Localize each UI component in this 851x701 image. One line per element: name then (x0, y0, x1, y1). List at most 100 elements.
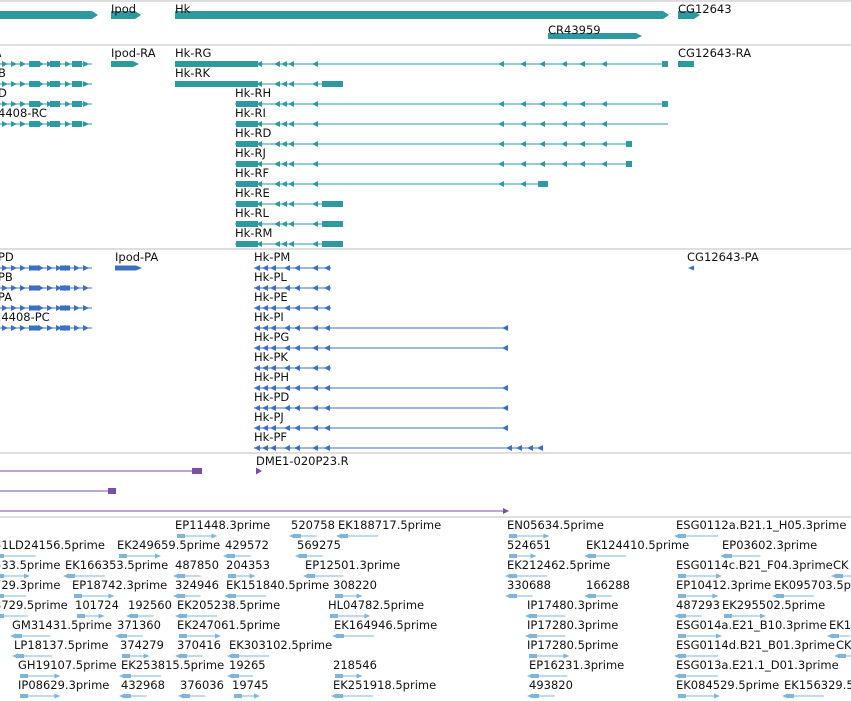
coding-exon[interactable] (60, 325, 70, 331)
est-feature[interactable] (228, 594, 236, 598)
est-feature[interactable] (678, 674, 686, 678)
gene-label[interactable]: CG12643 (678, 2, 732, 16)
exon[interactable] (72, 101, 82, 107)
est-label[interactable]: IP17480.3prime (527, 598, 618, 612)
exon[interactable] (175, 81, 258, 87)
protein-label[interactable]: Hk-PI (254, 310, 284, 324)
exon[interactable] (322, 221, 343, 227)
est-label[interactable]: EK095703.5prime (774, 578, 851, 592)
exon[interactable] (678, 61, 694, 67)
exon[interactable] (236, 161, 258, 167)
exon[interactable] (30, 121, 40, 127)
exon[interactable] (322, 201, 343, 207)
est-feature[interactable] (177, 594, 185, 598)
est-label[interactable]: EK205238.5prime (177, 598, 280, 612)
est-feature[interactable] (678, 634, 686, 638)
est-feature[interactable] (122, 654, 130, 658)
est-label[interactable]: 569275 (297, 538, 341, 552)
exon[interactable] (626, 141, 632, 147)
est-label[interactable]: EP18742.3prime (72, 578, 167, 592)
est-label[interactable]: EK166353.5prime (65, 558, 168, 572)
est-label[interactable]: 101724 (75, 598, 119, 612)
est-feature[interactable] (678, 574, 686, 578)
est-feature[interactable] (228, 574, 236, 578)
est-label[interactable]: 19265 (229, 658, 266, 672)
est-feature[interactable] (67, 574, 75, 578)
est-feature[interactable] (130, 614, 138, 618)
est-label[interactable]: HL04782.5prime (328, 598, 424, 612)
est-label[interactable]: EP12501.3prime (305, 558, 400, 572)
est-label[interactable]: ESG013a.E21.1_D01.3prime (676, 658, 839, 672)
est-feature[interactable] (0, 554, 4, 558)
coding-exon[interactable] (60, 265, 70, 271)
est-feature[interactable] (123, 674, 131, 678)
est-label[interactable]: EK295502.5prime (722, 598, 825, 612)
exon[interactable] (236, 221, 258, 227)
est-label[interactable]: EK084529.5prime (676, 678, 779, 692)
transcript-label[interactable]: CG12643-RA (678, 46, 751, 60)
est-label[interactable]: EK164946.5prime (334, 618, 437, 632)
est-label[interactable]: EP03602.3prime (722, 538, 817, 552)
exon[interactable] (236, 121, 258, 127)
est-label[interactable]: CK (833, 558, 849, 572)
est-label[interactable]: 19745 (232, 678, 269, 692)
exon[interactable] (662, 101, 668, 107)
exon[interactable] (626, 161, 632, 167)
est-label[interactable]: 729.3prime (0, 578, 60, 592)
est-feature[interactable] (293, 534, 301, 538)
est-feature[interactable] (678, 694, 686, 698)
protein-label[interactable]: Hk-PD (254, 390, 289, 404)
protein-label[interactable]: PD (0, 250, 14, 264)
est-feature[interactable] (336, 634, 344, 638)
est-label[interactable]: EK249659.5prime (117, 538, 220, 552)
est-feature[interactable] (340, 534, 348, 538)
est-label[interactable]: CK (836, 638, 851, 652)
coding-exon[interactable] (30, 285, 40, 291)
transcript-label[interactable]: 4408-RC (0, 106, 47, 120)
est-label[interactable]: EK212462.5prime (507, 558, 610, 572)
transcript-label[interactable]: Hk-RF (235, 166, 269, 180)
exon[interactable] (236, 141, 258, 147)
est-feature[interactable] (14, 634, 22, 638)
transcript-label[interactable]: Hk-RI (235, 106, 266, 120)
clone-end[interactable] (108, 488, 116, 494)
est-label[interactable]: ESG0114c.B21_F04.3prime (676, 558, 833, 572)
gene-label[interactable]: Hk (175, 2, 191, 16)
est-feature[interactable] (786, 694, 794, 698)
est-feature[interactable] (509, 534, 517, 538)
est-feature[interactable] (227, 554, 235, 558)
est-label[interactable]: 324946 (175, 578, 219, 592)
est-feature[interactable] (234, 694, 242, 698)
est-label[interactable]: ESG0114d.B21_B01.3prime (676, 638, 835, 652)
transcript-label[interactable]: Hk-RK (175, 66, 210, 80)
coding-exon[interactable] (30, 265, 40, 271)
est-label[interactable]: EK1 (829, 618, 851, 632)
est-feature[interactable] (509, 594, 517, 598)
est-label[interactable]: EP10412.3prime (676, 578, 771, 592)
est-label[interactable]: EN05634.5prime (507, 518, 604, 532)
protein-label[interactable]: CG12643-PA (687, 250, 759, 264)
est-feature[interactable] (74, 594, 82, 598)
exon[interactable] (72, 61, 82, 67)
est-feature[interactable] (20, 674, 28, 678)
est-label[interactable]: 218546 (333, 658, 377, 672)
protein-label[interactable]: Hk-PK (254, 350, 288, 364)
est-label[interactable]: 192560 (128, 598, 172, 612)
exon[interactable] (236, 241, 258, 247)
est-feature[interactable] (678, 614, 686, 618)
clone-end[interactable] (192, 468, 202, 474)
est-feature[interactable] (307, 574, 315, 578)
est-label[interactable]: 370416 (177, 638, 221, 652)
est-feature[interactable] (529, 654, 537, 658)
est-feature[interactable] (678, 534, 686, 538)
est-label[interactable]: 374279 (120, 638, 164, 652)
protein-label[interactable]: Hk-PM (254, 250, 290, 264)
est-feature[interactable] (20, 694, 28, 698)
transcript-label[interactable]: Hk-RD (235, 126, 271, 140)
est-feature[interactable] (123, 694, 131, 698)
est-label[interactable]: 3729.5prime (0, 598, 68, 612)
exon[interactable] (236, 201, 258, 207)
est-feature[interactable] (509, 554, 517, 558)
transcript-label[interactable]: B (0, 66, 6, 80)
est-label[interactable]: 520758 (291, 518, 335, 532)
